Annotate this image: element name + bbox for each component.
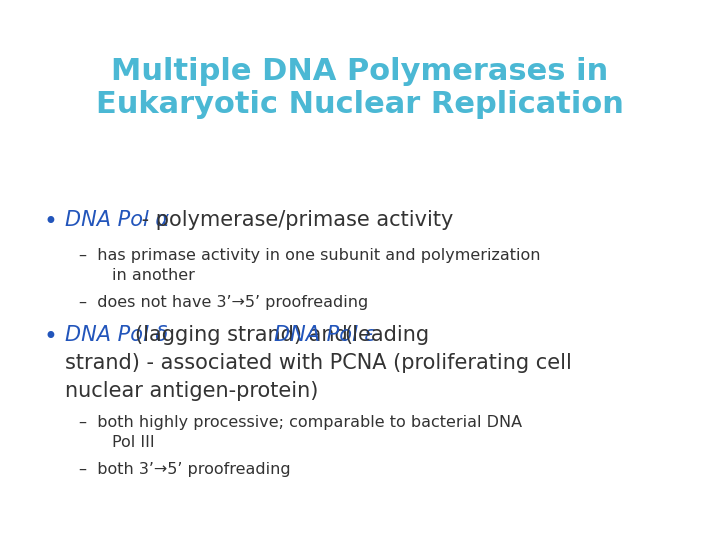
Text: DNA Pol δ: DNA Pol δ: [65, 325, 168, 345]
Text: –  both highly processive; comparable to bacterial DNA: – both highly processive; comparable to …: [79, 415, 522, 430]
Text: (lagging strand) and: (lagging strand) and: [135, 325, 355, 345]
Text: nuclear antigen-protein): nuclear antigen-protein): [65, 381, 318, 401]
Text: in another: in another: [112, 268, 194, 283]
Text: •: •: [43, 325, 57, 349]
Text: Pol III: Pol III: [112, 435, 154, 450]
Text: DNA Pol α: DNA Pol α: [65, 210, 169, 230]
Text: strand) - associated with PCNA (proliferating cell: strand) - associated with PCNA (prolifer…: [65, 353, 572, 373]
Text: Multiple DNA Polymerases in
Eukaryotic Nuclear Replication: Multiple DNA Polymerases in Eukaryotic N…: [96, 57, 624, 119]
Text: DNA Pol ε: DNA Pol ε: [274, 325, 376, 345]
Text: –  has primase activity in one subunit and polymerization: – has primase activity in one subunit an…: [79, 248, 541, 263]
Text: –  both 3’→5’ proofreading: – both 3’→5’ proofreading: [79, 462, 291, 477]
Text: –  does not have 3’→5’ proofreading: – does not have 3’→5’ proofreading: [79, 295, 369, 310]
Text: - polymerase/primase activity: - polymerase/primase activity: [135, 210, 454, 230]
Text: •: •: [43, 210, 57, 234]
Text: (leading: (leading: [344, 325, 429, 345]
